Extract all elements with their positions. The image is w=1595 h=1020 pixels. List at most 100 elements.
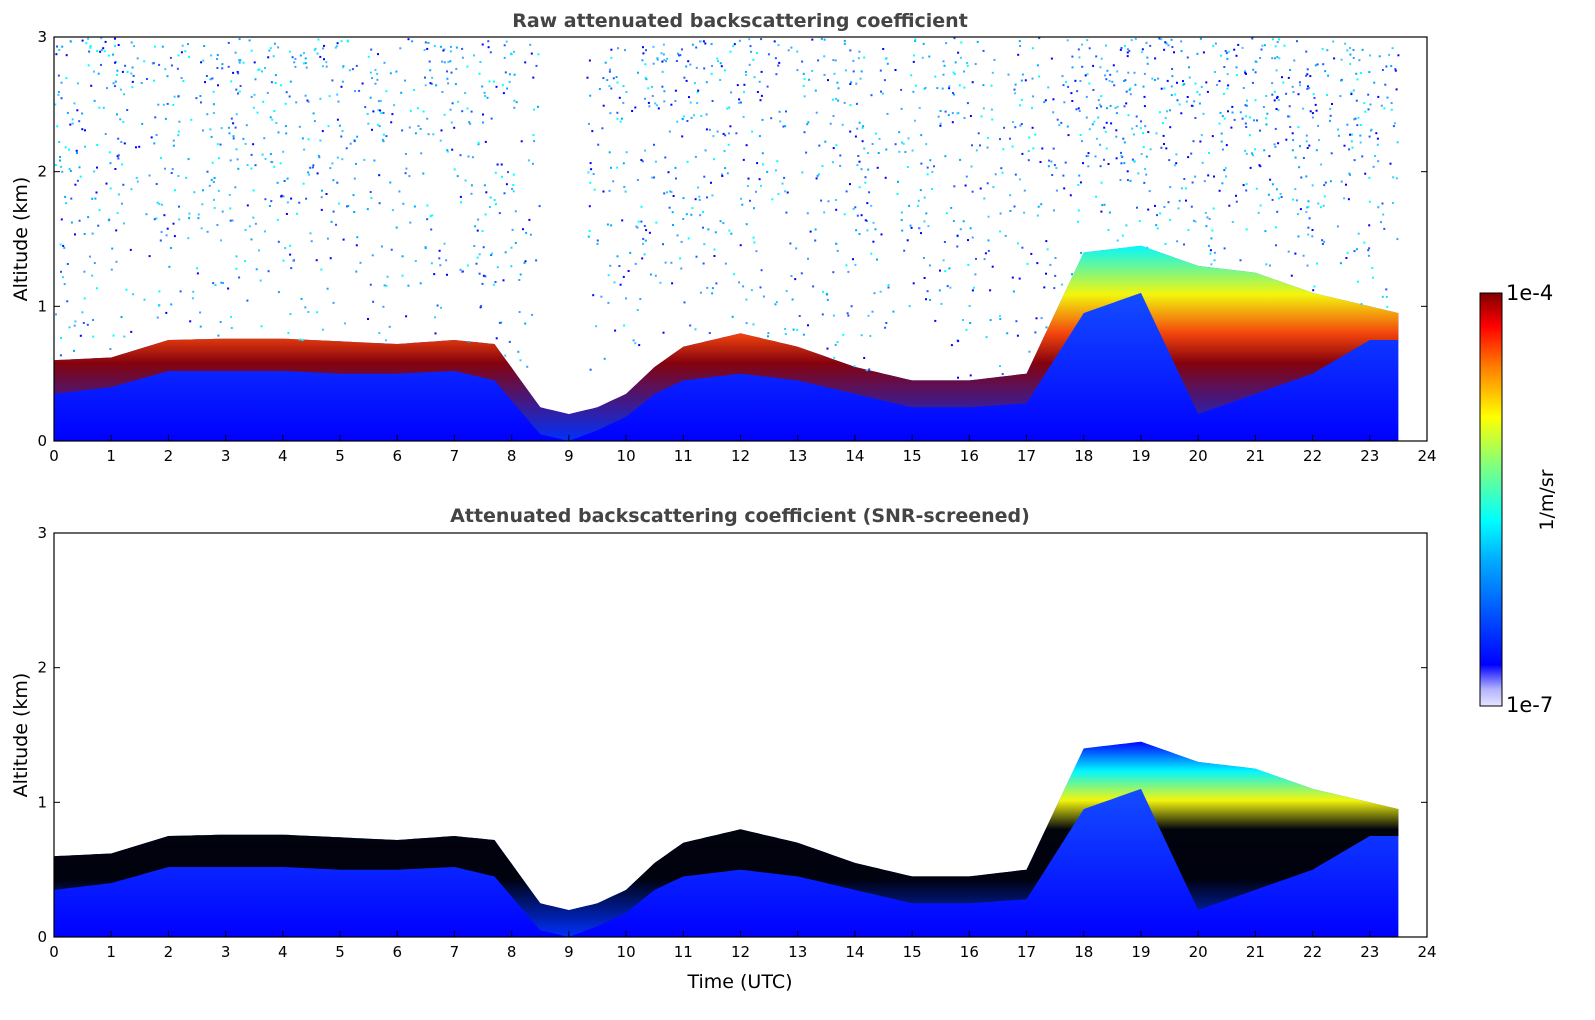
noise-pixel	[160, 231, 163, 233]
noise-pixel	[287, 331, 290, 334]
noise-pixel	[110, 268, 113, 271]
noise-pixel	[273, 110, 276, 112]
noise-pixel	[79, 334, 82, 337]
noise-pixel	[676, 120, 679, 123]
noise-pixel	[311, 166, 314, 169]
noise-pixel	[1350, 91, 1353, 94]
noise-pixel	[95, 191, 98, 194]
noise-pixel	[721, 173, 723, 176]
noise-pixel	[778, 61, 781, 64]
noise-pixel	[708, 332, 711, 334]
noise-pixel	[1065, 81, 1067, 84]
noise-pixel	[1323, 184, 1326, 187]
noise-pixel	[823, 38, 826, 41]
noise-pixel	[1220, 140, 1223, 143]
noise-pixel	[857, 57, 860, 60]
noise-pixel	[1154, 204, 1156, 207]
noise-pixel	[1291, 85, 1294, 88]
noise-pixel	[199, 95, 202, 97]
noise-pixel	[440, 129, 443, 132]
noise-pixel	[495, 203, 497, 206]
noise-pixel	[663, 90, 666, 93]
noise-pixel	[1349, 53, 1352, 56]
noise-pixel	[999, 138, 1001, 141]
noise-pixel	[914, 84, 917, 87]
noise-pixel	[1077, 107, 1080, 110]
noise-pixel	[451, 102, 454, 105]
noise-pixel	[74, 183, 77, 186]
noise-pixel	[419, 282, 422, 285]
noise-pixel	[130, 41, 133, 44]
noise-pixel	[398, 190, 401, 193]
noise-pixel	[523, 261, 526, 264]
noise-pixel	[887, 286, 890, 289]
noise-pixel	[756, 91, 759, 93]
noise-pixel	[1288, 105, 1291, 108]
x-tick-label: 0	[49, 447, 59, 465]
noise-pixel	[1210, 237, 1213, 240]
noise-pixel	[484, 95, 487, 97]
noise-pixel	[489, 196, 492, 199]
noise-pixel	[926, 173, 929, 176]
noise-pixel	[593, 188, 596, 191]
noise-pixel	[242, 61, 245, 64]
noise-pixel	[1123, 141, 1126, 144]
noise-pixel	[716, 130, 719, 133]
noise-pixel	[1151, 77, 1154, 80]
noise-pixel	[1223, 169, 1226, 172]
noise-pixel	[495, 85, 498, 88]
noise-pixel	[761, 118, 764, 121]
noise-pixel	[621, 219, 624, 222]
noise-pixel	[199, 325, 202, 328]
noise-pixel	[441, 91, 444, 93]
noise-pixel	[164, 68, 167, 71]
noise-pixel	[823, 55, 826, 58]
noise-pixel	[199, 311, 202, 314]
noise-pixel	[956, 234, 959, 237]
noise-pixel	[835, 208, 838, 211]
noise-pixel	[882, 48, 885, 50]
noise-pixel	[640, 205, 643, 208]
noise-pixel	[1374, 155, 1377, 157]
noise-pixel	[126, 71, 129, 73]
noise-pixel	[1125, 102, 1128, 105]
panel1-heatmap	[54, 37, 1400, 441]
noise-pixel	[1105, 44, 1107, 47]
noise-pixel	[170, 303, 173, 306]
noise-pixel	[625, 297, 627, 300]
noise-pixel	[429, 215, 432, 218]
noise-pixel	[1358, 59, 1361, 62]
noise-pixel	[1292, 139, 1295, 142]
noise-pixel	[1034, 133, 1037, 136]
noise-pixel	[1125, 90, 1128, 93]
noise-pixel	[162, 103, 165, 106]
noise-pixel	[148, 255, 151, 258]
noise-pixel	[1266, 112, 1269, 115]
noise-pixel	[590, 168, 593, 171]
noise-pixel	[781, 182, 784, 185]
noise-pixel	[1306, 147, 1309, 149]
noise-pixel	[856, 164, 859, 167]
noise-pixel	[944, 155, 947, 158]
noise-pixel	[487, 40, 490, 43]
noise-pixel	[379, 99, 382, 102]
noise-pixel	[83, 233, 86, 235]
noise-pixel	[390, 248, 393, 251]
noise-pixel	[1074, 79, 1077, 82]
noise-pixel	[1271, 93, 1274, 96]
noise-pixel	[1135, 125, 1138, 128]
noise-pixel	[1332, 40, 1335, 43]
noise-pixel	[655, 221, 658, 224]
noise-pixel	[910, 74, 913, 77]
noise-pixel	[239, 59, 242, 62]
noise-pixel	[1377, 160, 1380, 163]
noise-pixel	[1299, 84, 1302, 87]
noise-pixel	[402, 202, 405, 205]
noise-pixel	[1196, 52, 1199, 55]
noise-pixel	[413, 89, 416, 91]
noise-pixel	[1380, 221, 1382, 224]
noise-pixel	[1053, 164, 1056, 167]
noise-pixel	[289, 244, 292, 247]
noise-pixel	[107, 219, 110, 222]
noise-pixel	[1392, 176, 1395, 179]
